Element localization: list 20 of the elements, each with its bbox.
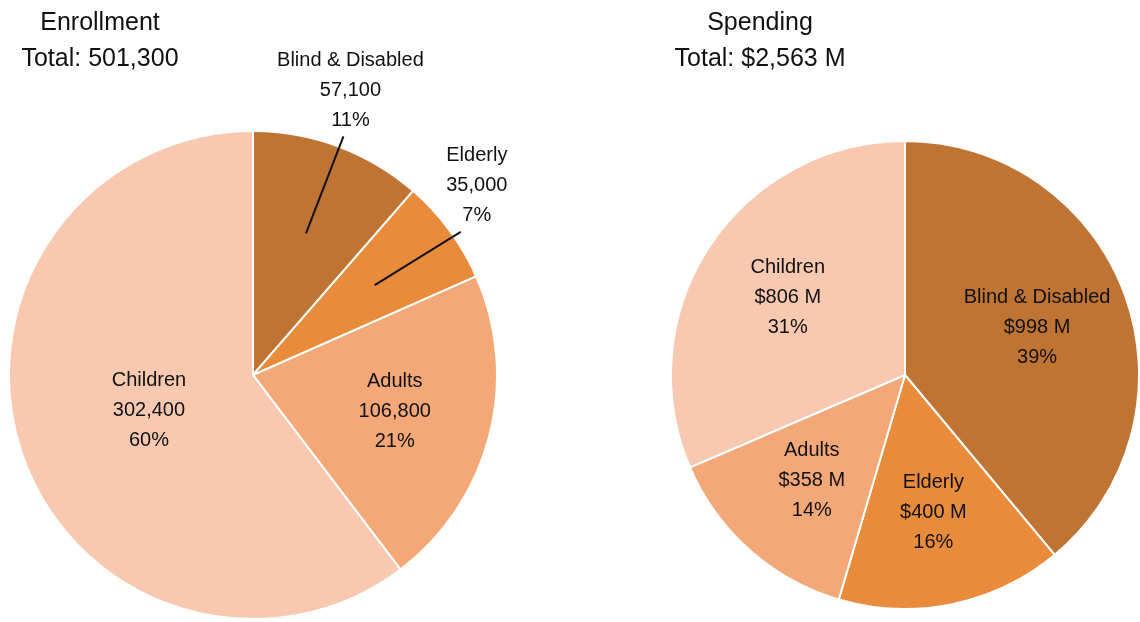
data-label: 57,100 11% <box>319 77 382 130</box>
slice-label: Adults <box>366 369 423 392</box>
slice-label: Children <box>111 367 187 390</box>
data-label: 302,400 60% <box>112 397 186 450</box>
chart-title: Enrollment <box>40 6 160 36</box>
slice-label: Adults <box>784 437 840 460</box>
slice-label: Children <box>750 255 825 278</box>
slice-label: Elderly <box>902 470 964 493</box>
data-label: $400 M 16% <box>900 500 967 553</box>
chart-subtitle: Total: $2,563 M <box>674 42 846 72</box>
slice-label: Blind & Disabled <box>963 284 1111 307</box>
data-label: 106,800 21% <box>358 399 431 452</box>
data-label: 35,000 7% <box>446 173 508 226</box>
chart-title: Spending <box>707 6 813 36</box>
data-label: $998 M 39% <box>1003 314 1071 367</box>
data-label: $358 M 14% <box>778 467 846 520</box>
chart-subtitle: Total: 501,300 <box>21 42 179 72</box>
slice-label: Blind & Disabled <box>277 47 424 70</box>
data-label: $806 M 31% <box>754 285 822 338</box>
slice-label: Elderly <box>446 143 508 166</box>
